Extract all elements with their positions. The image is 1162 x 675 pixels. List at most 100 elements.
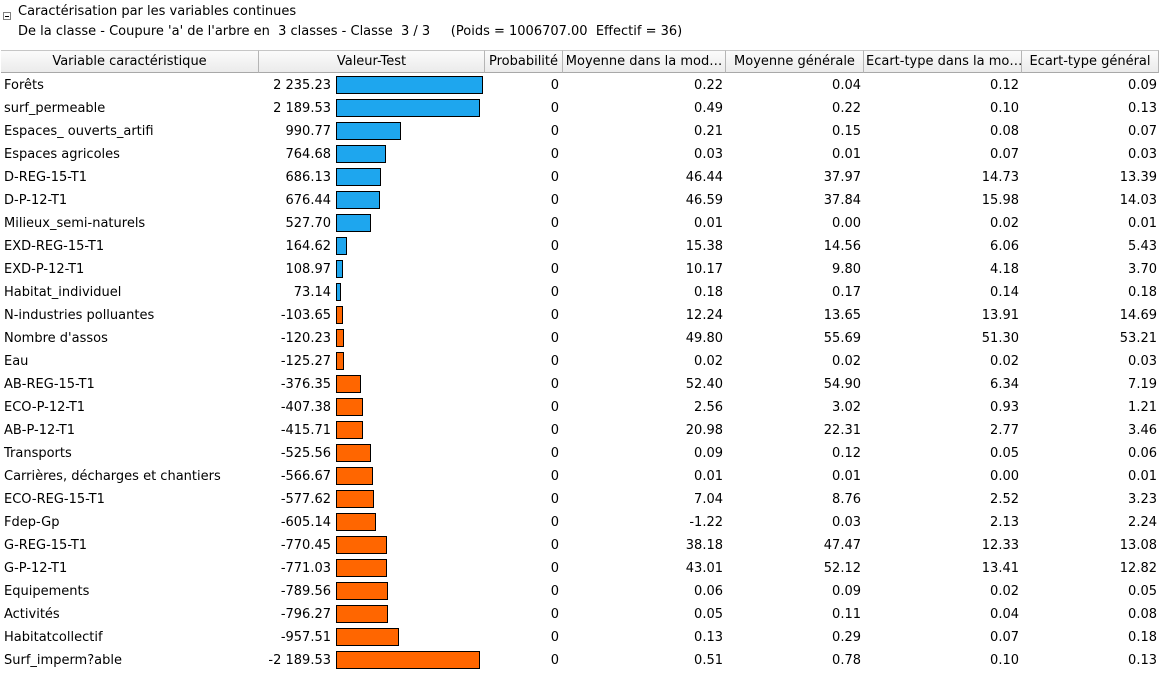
valeur-test-bar-cell <box>334 327 485 350</box>
negative-bar <box>336 352 344 370</box>
column-header-moyenne-generale[interactable]: Moyenne générale <box>726 50 864 73</box>
moyenne-generale-cell: 0.29 <box>832 630 861 645</box>
negative-bar <box>336 306 343 324</box>
table-row[interactable]: Eau -125.27 0 0.02 0.02 0.02 0.03 <box>1 350 1159 373</box>
valeur-test-bar-cell <box>334 258 485 281</box>
moyenne-generale-cell: 47.47 <box>823 538 861 553</box>
valeur-test-bar-cell <box>334 465 485 488</box>
moyenne-generale-cell: 37.97 <box>823 170 861 185</box>
moyenne-generale-cell: 3.02 <box>832 400 861 415</box>
table-row[interactable]: G-REG-15-T1 -770.45 0 38.18 47.47 12.33 13.08 <box>1 534 1159 557</box>
negative-bar <box>336 628 399 646</box>
table-row[interactable]: N-industries polluantes -103.65 0 12.24 13.6… <box>1 304 1159 327</box>
positive-bar <box>336 237 347 255</box>
valeur-test-cell: 990.77 <box>285 124 332 139</box>
column-header-moyenne-modalite[interactable]: Moyenne dans la mod… <box>563 50 726 73</box>
valeur-test-cell: -796.27 <box>280 607 331 622</box>
positive-bar <box>336 260 343 278</box>
table-row[interactable]: Espaces agricoles 764.68 0 0.03 0.01 0.07 0.03 <box>1 143 1159 166</box>
moyenne-modalite-cell: 0.01 <box>694 216 723 231</box>
moyenne-modalite-cell: 46.59 <box>685 193 723 208</box>
table-row[interactable]: AB-P-12-T1 -415.71 0 20.98 22.31 2.77 3.46 <box>1 419 1159 442</box>
valeur-test-bar-cell <box>334 626 485 649</box>
ecart-type-modalite-cell: 4.18 <box>990 262 1019 277</box>
valeur-test-cell: -2 189.53 <box>268 653 331 668</box>
ecart-type-general-cell: 0.06 <box>1128 446 1157 461</box>
table-row[interactable]: Carrières, décharges et chantiers -566.67… <box>1 465 1159 488</box>
ecart-type-modalite-cell: 2.13 <box>990 515 1019 530</box>
variable-name-cell: Milieux_semi-naturels <box>4 216 146 231</box>
section-header: Caractérisation par les variables contin… <box>0 0 1162 46</box>
ecart-type-modalite-cell: 0.02 <box>990 216 1019 231</box>
column-header-ecart-type-general[interactable]: Ecart-type général <box>1022 50 1159 73</box>
valeur-test-cell: 676.44 <box>285 193 332 208</box>
variable-name-cell: D-P-12-T1 <box>4 193 68 208</box>
table-row[interactable]: D-P-12-T1 676.44 0 46.59 37.84 15.98 14.03 <box>1 189 1159 212</box>
variable-name-cell: Fdep-Gp <box>4 515 60 530</box>
positive-bar <box>336 122 401 140</box>
moyenne-generale-cell: 55.69 <box>823 331 861 346</box>
table-row[interactable]: Transports -525.56 0 0.09 0.12 0.05 0.06 <box>1 442 1159 465</box>
valeur-test-cell: -125.27 <box>280 354 331 369</box>
table-row[interactable]: G-P-12-T1 -771.03 0 43.01 52.12 13.41 12.82 <box>1 557 1159 580</box>
valeur-test-bar-cell <box>334 281 485 304</box>
table-row[interactable]: Fdep-Gp -605.14 0 -1.22 0.03 2.13 2.24 <box>1 511 1159 534</box>
section-subtitle: De la classe - Coupure 'a' de l'arbre en… <box>18 24 683 39</box>
probabilite-cell: 0 <box>550 492 559 507</box>
moyenne-modalite-cell: 0.21 <box>694 124 723 139</box>
column-header-valeur-test[interactable]: Valeur-Test <box>259 50 485 73</box>
table-row[interactable]: Equipements -789.56 0 0.06 0.09 0.02 0.05 <box>1 580 1159 603</box>
column-header-ecart-type-modalite[interactable]: Ecart-type dans la mo… <box>864 50 1022 73</box>
variable-name-cell: Nombre d'assos <box>4 331 108 346</box>
table-row[interactable]: Activités -796.27 0 0.05 0.11 0.04 0.08 <box>1 603 1159 626</box>
table-row[interactable]: EXD-REG-15-T1 164.62 0 15.38 14.56 6.06 5.43 <box>1 235 1159 258</box>
ecart-type-modalite-cell: 6.34 <box>990 377 1019 392</box>
valeur-test-bar-cell <box>334 442 485 465</box>
valeur-test-bar-cell <box>334 534 485 557</box>
variable-name-cell: Habitatcollectif <box>4 630 103 645</box>
ecart-type-general-cell: 3.46 <box>1128 423 1157 438</box>
ecart-type-modalite-cell: 0.10 <box>990 101 1019 116</box>
probabilite-cell: 0 <box>550 101 559 116</box>
moyenne-generale-cell: 54.90 <box>823 377 861 392</box>
moyenne-modalite-cell: 7.04 <box>694 492 723 507</box>
moyenne-modalite-cell: 0.13 <box>694 630 723 645</box>
ecart-type-general-cell: 0.18 <box>1128 285 1157 300</box>
table-row[interactable]: Forêts 2 235.23 0 0.22 0.04 0.12 0.09 <box>1 74 1159 97</box>
ecart-type-general-cell: 0.13 <box>1128 101 1157 116</box>
probabilite-cell: 0 <box>550 170 559 185</box>
ecart-type-modalite-cell: 12.33 <box>981 538 1019 553</box>
table-row[interactable]: AB-REG-15-T1 -376.35 0 52.40 54.90 6.34 7.19 <box>1 373 1159 396</box>
ecart-type-modalite-cell: 0.04 <box>990 607 1019 622</box>
valeur-test-bar-cell <box>334 74 485 97</box>
collapse-icon[interactable] <box>3 12 11 20</box>
probabilite-cell: 0 <box>550 423 559 438</box>
moyenne-generale-cell: 0.11 <box>832 607 861 622</box>
probabilite-cell: 0 <box>550 400 559 415</box>
valeur-test-cell: -103.65 <box>280 308 331 323</box>
table-row[interactable]: ECO-REG-15-T1 -577.62 0 7.04 8.76 2.52 3.23 <box>1 488 1159 511</box>
table-row[interactable]: EXD-P-12-T1 108.97 0 10.17 9.80 4.18 3.70 <box>1 258 1159 281</box>
valeur-test-bar-cell <box>334 511 485 534</box>
variable-name-cell: Eau <box>4 354 29 369</box>
negative-bar <box>336 444 371 462</box>
valeur-test-bar-cell <box>334 419 485 442</box>
table-row[interactable]: surf_permeable 2 189.53 0 0.49 0.22 0.10 0.13 <box>1 97 1159 120</box>
table-row[interactable]: Surf_imperm?able -2 189.53 0 0.51 0.78 0.10 0.… <box>1 649 1159 672</box>
table-row[interactable]: Espaces_ ouverts_artifi 990.77 0 0.21 0.15 0.… <box>1 120 1159 143</box>
table-row[interactable]: Milieux_semi-naturels 527.70 0 0.01 0.00 0.02… <box>1 212 1159 235</box>
table-row[interactable]: Habitat_individuel 73.14 0 0.18 0.17 0.14 0.18 <box>1 281 1159 304</box>
table-row[interactable]: ECO-P-12-T1 -407.38 0 2.56 3.02 0.93 1.21 <box>1 396 1159 419</box>
column-header-probabilite[interactable]: Probabilité <box>485 50 563 73</box>
table-row[interactable]: Habitatcollectif -957.51 0 0.13 0.29 0.07 0.18 <box>1 626 1159 649</box>
table-row[interactable]: D-REG-15-T1 686.13 0 46.44 37.97 14.73 13.39 <box>1 166 1159 189</box>
negative-bar <box>336 467 373 485</box>
column-header-variable[interactable]: Variable caractéristique <box>1 50 259 73</box>
moyenne-modalite-cell: 0.51 <box>694 653 723 668</box>
variable-name-cell: N-industries polluantes <box>4 308 155 323</box>
ecart-type-general-cell: 3.23 <box>1128 492 1157 507</box>
moyenne-modalite-cell: 0.06 <box>694 584 723 599</box>
moyenne-generale-cell: 9.80 <box>832 262 861 277</box>
table-row[interactable]: Nombre d'assos -120.23 0 49.80 55.69 51.30 53.… <box>1 327 1159 350</box>
variable-name-cell: AB-P-12-T1 <box>4 423 75 438</box>
